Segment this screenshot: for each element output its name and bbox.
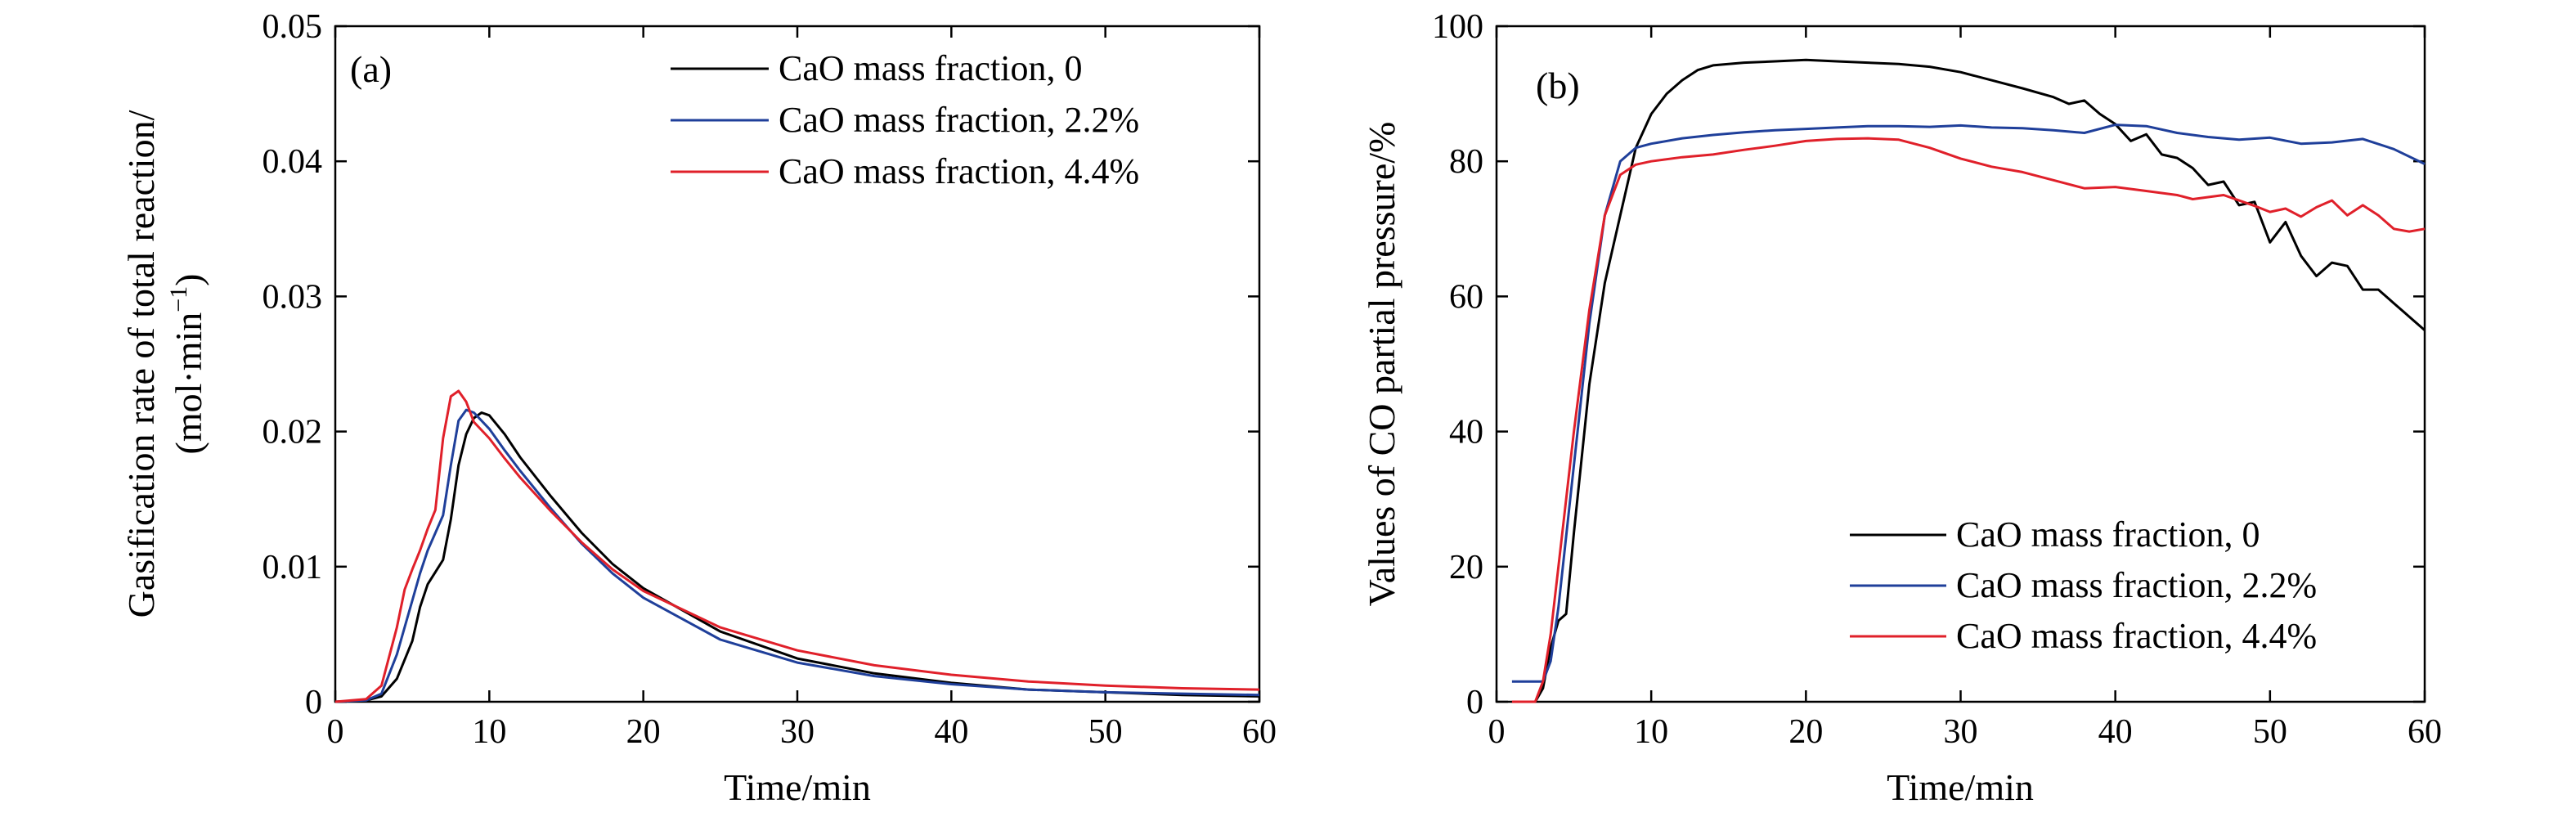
series-lines-a: [334, 389, 1260, 703]
x-tick-label-a: 30: [780, 713, 815, 751]
y-ticks-a: 0 0.01 0.02 0.03 0.04 0.05: [263, 8, 1259, 721]
x-tick-label-b: 30: [1944, 713, 1978, 751]
y-tick-label-b: 80: [1449, 143, 1483, 181]
series-line-a-2: [334, 389, 1260, 703]
series-line-a-1: [334, 408, 1260, 703]
series-line-a-0: [334, 411, 1260, 703]
legend-label-a-2: CaO mass fraction, 4.4%: [779, 151, 1139, 191]
legend-label-b-0: CaO mass fraction, 0: [1956, 514, 2260, 555]
y-axis-label-a-close: ): [168, 273, 209, 285]
x-ticks-a: 0 10 20 30 40 50 60: [327, 26, 1277, 751]
y-tick-label-a: 0.04: [263, 143, 323, 181]
x-tick-label-b: 20: [1788, 713, 1823, 751]
x-tick-label-a: 20: [626, 713, 661, 751]
x-tick-label-b: 0: [1488, 713, 1506, 751]
x-tick-label-b: 50: [2253, 713, 2287, 751]
legend-label-a-1: CaO mass fraction, 2.2%: [779, 100, 1139, 140]
panel-label-b: (b): [1536, 65, 1580, 106]
y-tick-label-b: 0: [1466, 684, 1483, 721]
legend-label-b-1: CaO mass fraction, 2.2%: [1956, 565, 2317, 605]
legend-a: CaO mass fraction, 0 CaO mass fraction, 2…: [671, 48, 1139, 191]
x-tick-label-a: 0: [327, 713, 344, 751]
series-line-b-0: [1511, 58, 2426, 703]
x-axis-label-a: Time/min: [724, 766, 871, 808]
y-ticks-b: 0 20 40 60 80 100: [1432, 8, 2425, 721]
series-line-b-2: [1511, 137, 2426, 703]
y-tick-label-a: 0.05: [263, 8, 323, 46]
x-tick-label-a: 40: [934, 713, 968, 751]
y-axis-label-a-line1: Gasification rate of total reaction/: [120, 110, 162, 618]
x-axis-label-b: Time/min: [1887, 766, 2034, 808]
x-tick-label-a: 60: [1242, 713, 1277, 751]
x-tick-label-b: 40: [2098, 713, 2133, 751]
y-tick-label-b: 60: [1449, 278, 1483, 316]
legend-b: CaO mass fraction, 0 CaO mass fraction, 2…: [1850, 514, 2317, 656]
legend-label-a-0: CaO mass fraction, 0: [779, 48, 1082, 88]
y-axis-label-a-exponent: −1: [165, 286, 192, 312]
panel-a: 0 10 20 30 40 50 60 00.010.020.030.040.05 (a) …: [120, 8, 1277, 808]
y-tick-label-a: 0: [305, 684, 322, 721]
panel-label-a: (a): [350, 48, 392, 90]
y-axis-label-a: Gasification rate of total reaction/ (mo…: [120, 110, 209, 618]
x-tick-label-a: 50: [1088, 713, 1123, 751]
y-axis-label-b: Values of CO partial pressure/%: [1361, 122, 1402, 607]
y-tick-label-a: 0.02: [263, 414, 323, 451]
y-tick-label-b: 100: [1432, 8, 1483, 46]
y-axis-label-b-text: Values of CO partial pressure/%: [1361, 122, 1402, 607]
y-tick-label-b: 40: [1449, 414, 1483, 451]
x-ticks-b: 0 10 20 30 40 50 60: [1488, 26, 2442, 751]
x-tick-label-b: 10: [1634, 713, 1668, 751]
x-tick-label-b: 60: [2408, 713, 2442, 751]
y-axis-label-a-unit: (mol·min: [168, 312, 209, 455]
legend-label-b-2: CaO mass fraction, 4.4%: [1956, 616, 2317, 656]
y-axis-label-a-line2: (mol·min−1): [165, 273, 209, 454]
y-tick-label-a: 0.03: [263, 278, 323, 316]
y-tick-label-b: 20: [1449, 549, 1483, 586]
series-lines-b: [1511, 58, 2426, 703]
y-tick-label-a: 0.01: [263, 549, 323, 586]
panel-b: 0 10 20 30 40 50 60 0 20 40 60 80 100 (b) CaO mass …: [1361, 8, 2442, 808]
x-tick-label-a: 10: [472, 713, 506, 751]
